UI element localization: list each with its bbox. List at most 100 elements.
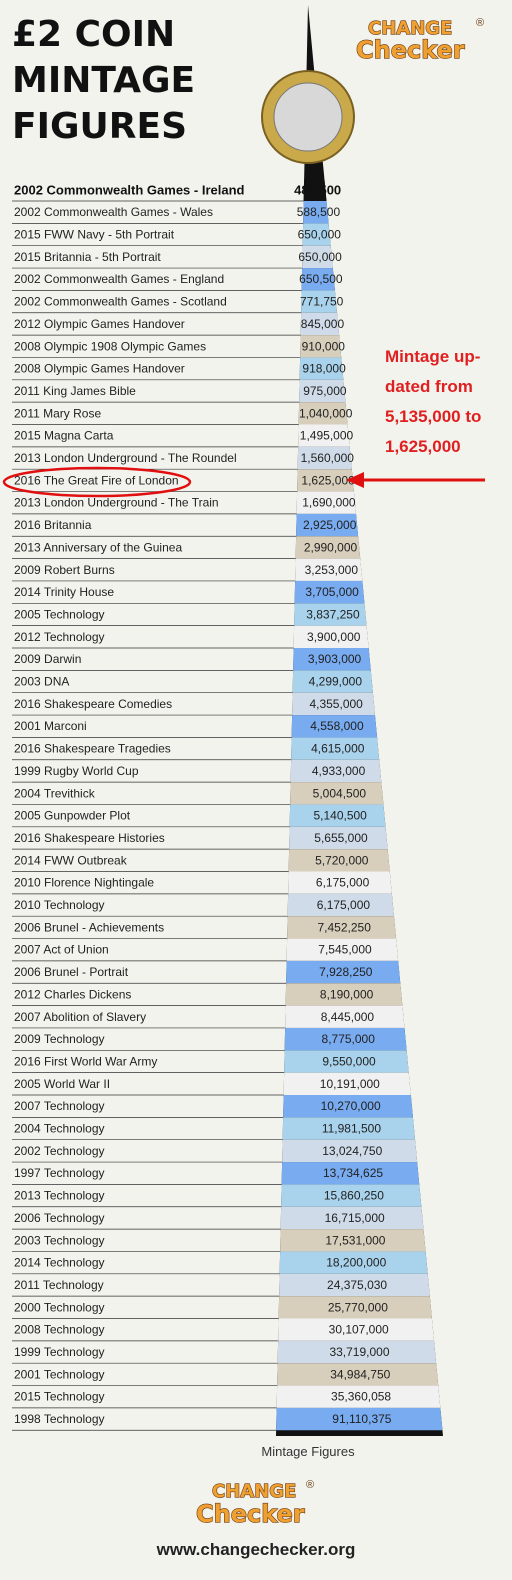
row-mintage: 91,110,375 — [332, 1412, 391, 1426]
annotation: dated from — [385, 377, 473, 396]
band — [276, 558, 443, 581]
row-mintage: 6,175,000 — [317, 898, 371, 912]
row-name: 2011 King James Bible — [14, 384, 136, 398]
row-name: 2014 Trinity House — [14, 585, 114, 599]
row-name: 1999 Technology — [14, 1345, 105, 1359]
row-name: 2004 Trevithick — [14, 786, 96, 800]
row-name: 2016 Shakespeare Histories — [14, 831, 165, 845]
row-mintage: 1,625,000 — [301, 473, 355, 487]
row-name: 2003 Technology — [14, 1233, 105, 1247]
row-mintage: 15,860,250 — [324, 1189, 384, 1203]
row-name: 1999 Rugby World Cup — [14, 764, 139, 778]
row-mintage: 8,445,000 — [321, 1010, 375, 1024]
row-mintage: 975,000 — [303, 384, 347, 398]
row-name: 2015 Technology — [14, 1390, 105, 1404]
row-mintage: 17,531,000 — [325, 1233, 385, 1247]
row-name: 2015 FWW Navy - 5th Portrait — [14, 228, 175, 242]
row-mintage: 30,107,000 — [329, 1323, 389, 1337]
row-name: 2016 Britannia — [14, 518, 92, 532]
row-mintage: 34,984,750 — [330, 1367, 390, 1381]
band — [276, 245, 443, 269]
row-mintage: 13,734,625 — [323, 1166, 383, 1180]
row-mintage: 845,000 — [301, 317, 345, 331]
title-line: FIGURES — [12, 106, 187, 147]
band — [276, 223, 443, 246]
band — [276, 1139, 443, 1163]
row-name: 2015 Magna Carta — [14, 429, 114, 443]
row-mintage: 25,770,000 — [328, 1300, 388, 1314]
row-mintage: 7,545,000 — [318, 943, 372, 957]
row-name: 2013 Anniversary of the Guinea — [14, 540, 182, 554]
row-name: 2002 Commonwealth Games - England — [14, 272, 224, 286]
logo-mark: ® — [306, 1479, 314, 1491]
logo-bottom: Checker — [356, 36, 465, 64]
row-name: 2009 Technology — [14, 1032, 105, 1046]
band — [276, 1162, 443, 1185]
row-mintage: 8,190,000 — [320, 987, 374, 1001]
highlight-ring — [2, 466, 192, 498]
row-mintage: 7,452,250 — [317, 920, 371, 934]
band — [276, 1363, 443, 1386]
row-name: 1997 Technology — [14, 1166, 105, 1180]
row-mintage: 7,928,250 — [319, 965, 373, 979]
row-name: 2013 London Underground - The Roundel — [14, 451, 237, 465]
row-name: 2002 Technology — [14, 1144, 105, 1158]
row-mintage: 910,000 — [302, 339, 346, 353]
row-name: 2016 The Great Fire of London — [14, 473, 179, 487]
row-mintage: 33,719,000 — [329, 1345, 389, 1359]
band — [276, 1095, 443, 1118]
row-mintage: 8,775,000 — [322, 1032, 376, 1046]
band — [276, 1117, 443, 1140]
row-mintage: 3,705,000 — [305, 585, 359, 599]
row-name: 2001 Technology — [14, 1367, 105, 1381]
row-name: 2003 DNA — [14, 675, 69, 689]
row-name: 2006 Brunel - Portrait — [14, 965, 129, 979]
row-mintage: 10,191,000 — [320, 1077, 380, 1091]
row-mintage: 24,375,030 — [327, 1278, 387, 1292]
row-mintage: 4,615,000 — [311, 742, 365, 756]
logo-top: CHANGE — [212, 1481, 296, 1502]
row-name: 2011 Mary Rose — [14, 406, 101, 420]
title-line: MINTAGE — [12, 60, 195, 101]
band — [276, 1206, 443, 1230]
row-name: 2009 Darwin — [14, 652, 81, 666]
band — [276, 536, 443, 559]
row-name: 2016 Shakespeare Tragedies — [14, 742, 171, 756]
row-mintage: 3,253,000 — [305, 563, 359, 577]
row-name: 2010 Florence Nightingale — [14, 876, 154, 890]
row-mintage: 5,004,500 — [313, 786, 367, 800]
coin-centre — [273, 82, 343, 152]
title-line: £2 COIN — [12, 14, 175, 55]
row-name: 2007 Act of Union — [14, 943, 109, 957]
band — [276, 603, 443, 626]
band — [276, 1251, 443, 1274]
row-mintage: 3,903,000 — [308, 652, 362, 666]
row-mintage: 2,990,000 — [304, 540, 358, 554]
row-name: 2006 Brunel - Achievements — [14, 920, 164, 934]
row-mintage: 1,040,000 — [299, 406, 353, 420]
row-mintage: 771,750 — [300, 295, 344, 309]
band — [276, 180, 443, 201]
band — [276, 1385, 443, 1408]
row-name: 2015 Britannia - 5th Portrait — [14, 250, 161, 264]
row-mintage: 650,000 — [298, 228, 342, 242]
row-mintage: 3,837,250 — [306, 607, 360, 621]
band — [276, 1005, 443, 1028]
row-name: 2005 World War II — [14, 1077, 110, 1091]
row-mintage: 650,000 — [298, 250, 342, 264]
logo-mark: ® — [476, 17, 484, 29]
row-mintage: 11,981,500 — [322, 1122, 381, 1136]
row-mintage: 918,000 — [302, 362, 346, 376]
row-name: 2007 Abolition of Slavery — [14, 1010, 146, 1024]
band — [276, 201, 443, 224]
band — [276, 513, 443, 537]
annotation: Mintage up- — [385, 347, 480, 366]
band — [276, 290, 443, 313]
row-name: 2000 Technology — [14, 1300, 105, 1314]
logo-bottom: Checker — [196, 1500, 305, 1528]
band — [276, 1340, 443, 1364]
row-mintage: 4,558,000 — [310, 719, 364, 733]
band — [276, 1072, 443, 1095]
band — [276, 1229, 443, 1252]
